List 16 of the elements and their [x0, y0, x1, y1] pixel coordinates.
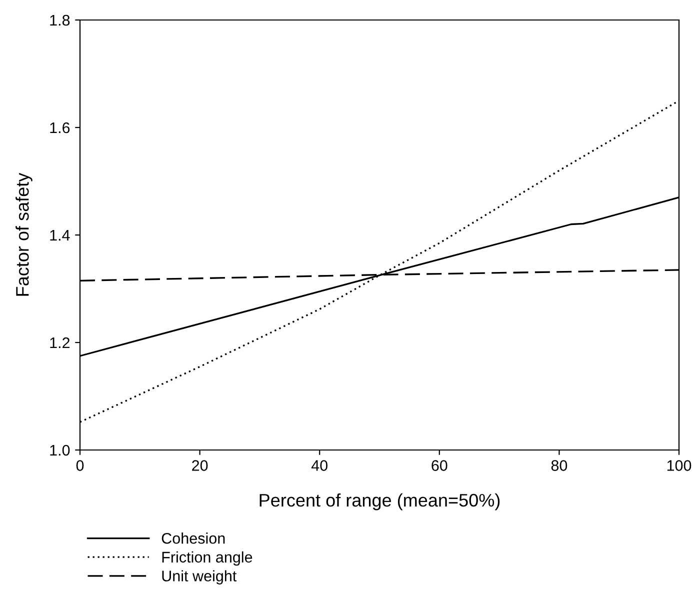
y-tick-label: 1.4 [50, 230, 70, 241]
x-tick-label: 80 [551, 460, 568, 471]
y-tick-label: 1.6 [50, 122, 70, 134]
y-tick-label: 1.2 [50, 337, 70, 348]
x-axis-title: Percent of range (mean=50%) [260, 493, 500, 510]
legend-label: Cohesion [162, 532, 225, 544]
x-tick-label: 60 [432, 460, 448, 471]
x-tick-label: 40 [311, 460, 328, 471]
x-tick-label: 100 [667, 460, 692, 471]
x-tick-label: 0 [76, 460, 84, 471]
legend-label: Unit weight [162, 570, 237, 584]
y-axis-title: Factor of safety [16, 172, 32, 296]
legend-label: Friction angle [162, 551, 252, 566]
x-tick-label: 20 [192, 460, 208, 471]
y-tick-label: 1.8 [50, 14, 70, 26]
y-tick-label: 1.0 [50, 444, 70, 456]
